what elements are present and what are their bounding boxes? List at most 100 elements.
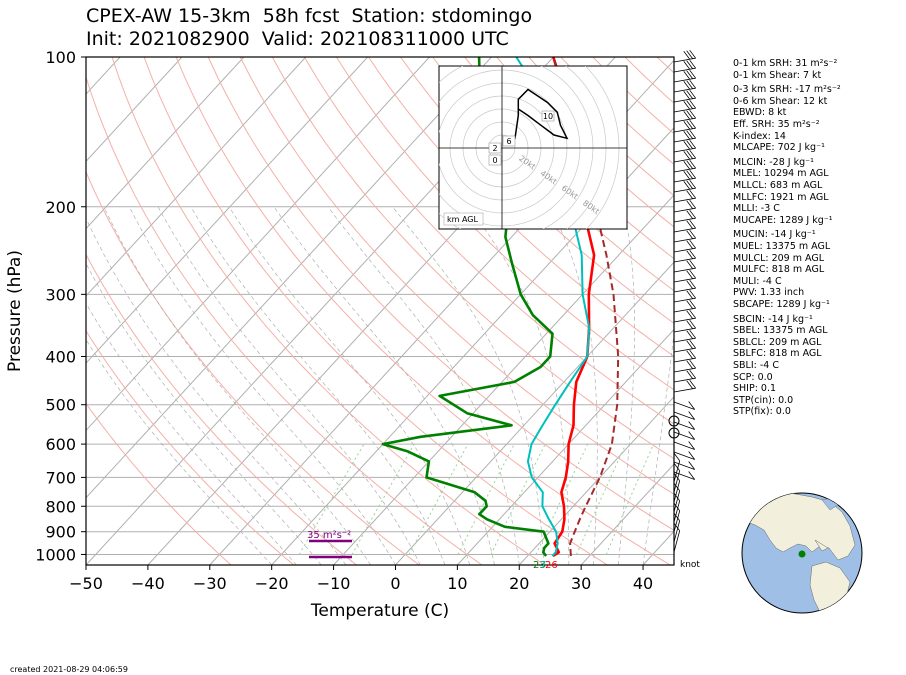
- wind-barb-shaft: [673, 127, 696, 133]
- wind-barb: [673, 129, 696, 143]
- dry-adiabat: [432, 57, 674, 292]
- x-tick-label: −40: [131, 574, 165, 593]
- wind-barb-flag: [683, 130, 691, 140]
- wind-barb: [673, 401, 695, 410]
- wind-barb: [673, 339, 696, 353]
- wind-barb: [673, 239, 696, 253]
- index-line: SBEL: 13375 m AGL: [733, 325, 828, 337]
- isotherm: [580, 463, 674, 565]
- wind-barb-flag: [689, 49, 696, 59]
- x-axis-label: Temperature (C): [310, 601, 449, 621]
- hodograph-height-label: 0: [492, 156, 497, 165]
- wind-barb-shaft: [673, 461, 695, 470]
- wind-barb-flag: [686, 90, 694, 99]
- index-line: MLEL: 10294 m AGL: [733, 168, 829, 180]
- wind-barb-flag: [689, 139, 696, 149]
- wind-barb: [673, 69, 696, 83]
- index-line: Eff. SRH: 35 m²s⁻²: [733, 119, 820, 130]
- moist-adiabat: [86, 339, 272, 565]
- index-line: MLCIN: -28 J kg⁻¹: [733, 156, 814, 168]
- wind-barb-flag: [686, 360, 694, 369]
- hodograph-height-label: 6: [506, 137, 511, 146]
- wind-barb: [673, 269, 696, 283]
- wind-barb-shaft: [673, 451, 695, 460]
- wind-barb: [673, 79, 696, 93]
- dry-adiabat: [239, 57, 674, 495]
- wind-barb-shaft: [673, 377, 696, 383]
- wind-barb: [673, 441, 695, 450]
- y-tick-label: 300: [45, 285, 76, 304]
- index-line: 0-6 km Shear: 12 kt: [733, 95, 828, 107]
- index-line: MUCAPE: 1289 J kg⁻¹: [733, 214, 833, 226]
- wind-barb: [673, 179, 696, 193]
- moist-adiabat: [327, 206, 520, 565]
- wind-barb-flag: [686, 210, 694, 219]
- wind-barb: [673, 139, 696, 153]
- hodograph-height-box: [502, 135, 516, 147]
- wind-barb-shaft: [673, 500, 681, 523]
- wind-barb-flag: [689, 99, 696, 109]
- dry-adiabat: [86, 253, 357, 565]
- wind-barb: [673, 109, 696, 123]
- wind-barb-flag: [688, 471, 695, 480]
- wind-barb-flag: [673, 452, 681, 461]
- wind-barb-flag: [689, 219, 696, 229]
- wind-barb-shaft: [673, 530, 681, 553]
- wind-barb-shaft: [673, 147, 696, 153]
- wind-barb-flag: [689, 279, 696, 289]
- dry-adiabat: [271, 57, 674, 460]
- wind-barb-shaft: [673, 317, 696, 323]
- dewpoint-line: [381, 57, 554, 557]
- index-line: MULFC: 818 m AGL: [733, 264, 825, 276]
- hodograph-legend-box: [443, 212, 484, 226]
- wind-barb-shaft: [673, 327, 696, 333]
- wind-barb-flag: [688, 421, 695, 430]
- x-tick-label: 0: [390, 574, 400, 593]
- wind-barb-shaft: [673, 117, 696, 123]
- index-line: MLLCL: 683 m AGL: [733, 180, 823, 191]
- wind-barb-shaft: [673, 347, 696, 353]
- wind-barb: [673, 199, 696, 213]
- mixing-ratio-line: [576, 443, 627, 555]
- wind-barb: [673, 379, 696, 393]
- wind-barb: [673, 299, 696, 313]
- isotherm: [86, 57, 369, 364]
- wind-barb-flag: [688, 441, 695, 450]
- wind-barb-shaft: [673, 197, 696, 203]
- wind-barb-shaft: [673, 107, 696, 113]
- wind-barb-shaft: [673, 87, 696, 93]
- wind-barb-flag: [689, 349, 696, 359]
- wind-barb-flag: [689, 239, 696, 249]
- wind-barb-flag: [673, 502, 681, 511]
- y-tick-label: 600: [45, 435, 76, 454]
- wind-barb-flag: [683, 50, 691, 60]
- wind-barb-shaft: [673, 367, 696, 373]
- wind-barb-flag: [689, 309, 696, 319]
- wind-barb-shaft: [673, 401, 695, 410]
- wind-barb-flag: [689, 119, 696, 129]
- index-line: SBCIN: -14 J kg⁻¹: [733, 313, 813, 325]
- wind-barb-flag: [689, 209, 696, 219]
- index-line: SCP: 0.0: [733, 371, 773, 383]
- wind-barb: [673, 451, 695, 460]
- wind-barb: [673, 259, 696, 273]
- wind-barb: [673, 49, 696, 63]
- wind-barb-flag: [689, 379, 696, 389]
- wind-barb: [673, 462, 681, 493]
- x-tick-label: −50: [69, 574, 103, 593]
- wind-barb: [673, 209, 696, 223]
- wind-barb-flag: [686, 380, 694, 389]
- wind-barb-shaft: [673, 460, 681, 483]
- wind-barb-shaft: [673, 57, 696, 63]
- wind-barb-flag: [689, 69, 696, 79]
- wind-barb-flag: [686, 310, 694, 319]
- isotherm: [86, 57, 183, 163]
- surface-wetbulb-label: 7: [540, 560, 546, 571]
- wind-barb-shaft: [673, 470, 681, 493]
- y-axis-label: Pressure (hPa): [5, 250, 25, 372]
- wind-barb-flag: [689, 259, 696, 269]
- wind-barb-shaft: [673, 337, 696, 343]
- srh-bar: 35 m²s⁻²: [307, 530, 352, 559]
- moist-adiabat: [617, 206, 635, 565]
